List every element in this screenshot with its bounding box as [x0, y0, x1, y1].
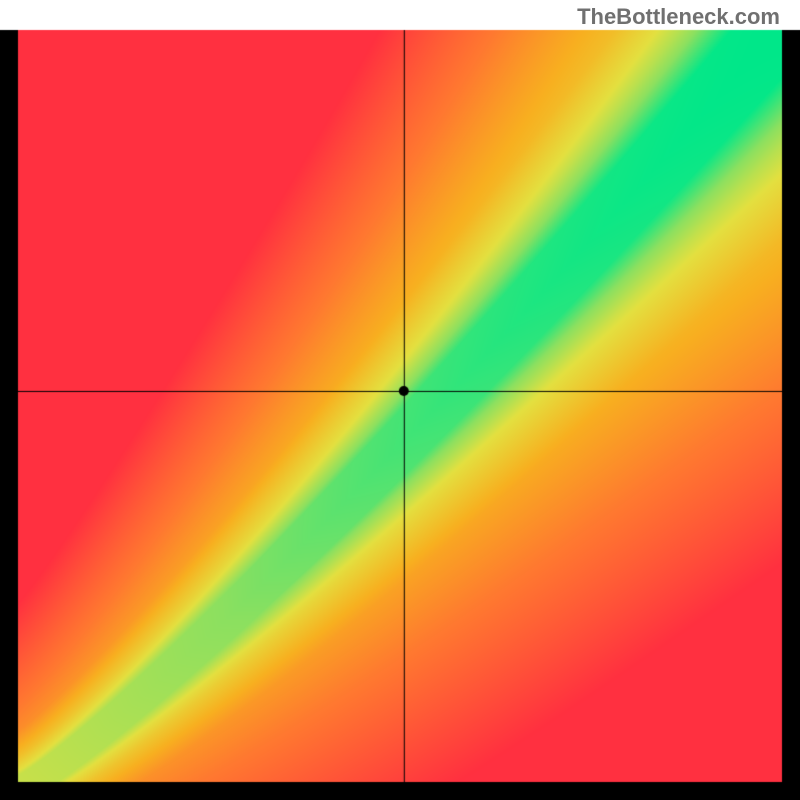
- heatmap-canvas: [0, 0, 800, 800]
- watermark-text: TheBottleneck.com: [577, 4, 780, 30]
- chart-container: TheBottleneck.com: [0, 0, 800, 800]
